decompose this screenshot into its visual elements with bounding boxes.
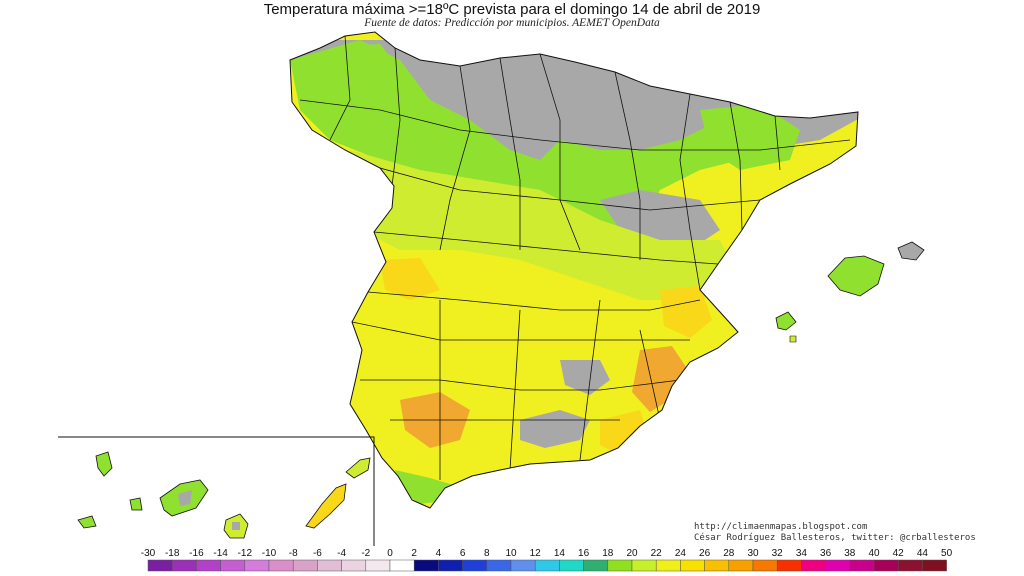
- legend-swatch: [728, 559, 754, 572]
- legend-swatch: [873, 559, 899, 572]
- legend-tick-label: 0: [387, 548, 393, 559]
- legend-swatch: [438, 559, 463, 572]
- balearic-islands: [775, 241, 925, 343]
- legend-swatch: [655, 559, 681, 572]
- legend-tick-label: -8: [289, 548, 298, 559]
- legend-tick-label: 14: [554, 548, 566, 559]
- legend-swatch: [776, 559, 802, 572]
- map-title: Temperatura máxima >=18ºC prevista para …: [263, 1, 761, 18]
- legend-tick-label: 26: [699, 548, 711, 559]
- legend-swatch: [317, 559, 342, 572]
- legend-tick-label: 50: [941, 548, 953, 559]
- legend-tick-label: 20: [626, 548, 638, 559]
- credit-author: César Rodríguez Ballesteros, twitter: @c…: [694, 533, 976, 543]
- legend-tick-label: 2: [411, 548, 417, 559]
- legend-swatch: [510, 559, 536, 572]
- legend-tick-label: -14: [213, 548, 228, 559]
- legend-tick-label: -2: [361, 548, 370, 559]
- legend-swatch: [849, 559, 875, 572]
- legend-swatch: [147, 559, 173, 572]
- legend-tick-label: 38: [844, 548, 856, 559]
- legend-tick-label: 10: [505, 548, 517, 559]
- legend-swatch: [922, 559, 947, 572]
- legend-swatch: [268, 559, 294, 572]
- legend-tick-label: -12: [238, 548, 253, 559]
- legend-tick-label: -6: [313, 548, 322, 559]
- legend-tick-label: 30: [747, 548, 759, 559]
- canary-islands: [77, 451, 371, 539]
- legend-swatch: [196, 559, 221, 572]
- legend-swatch: [559, 559, 584, 572]
- legend-tick-label: 12: [530, 548, 542, 559]
- legend-swatch: [365, 559, 391, 572]
- legend-tick-label: 4: [436, 548, 442, 559]
- legend-tick-label: 18: [602, 548, 614, 559]
- canary-inset-frame: [58, 436, 375, 546]
- legend-tick-label: 8: [484, 548, 490, 559]
- legend-swatch: [607, 559, 633, 572]
- legend-tick-label: 42: [893, 548, 905, 559]
- legend-tick-label: 16: [578, 548, 590, 559]
- legend-swatch: [171, 559, 197, 572]
- legend-swatch: [825, 559, 851, 572]
- legend-swatch: [220, 559, 246, 572]
- legend-tick-label: 22: [651, 548, 663, 559]
- legend-swatch: [486, 559, 512, 572]
- legend-tick-label: -30: [141, 548, 156, 559]
- legend-tick-label: 6: [460, 548, 466, 559]
- legend-swatch: [244, 559, 270, 572]
- legend-swatch: [583, 559, 609, 572]
- legend-swatch: [462, 559, 488, 572]
- legend-swatch: [292, 559, 318, 572]
- map-subtitle: Fuente de datos: Predicción por municipi…: [364, 17, 660, 29]
- legend-swatch: [534, 559, 560, 572]
- legend-tick-label: 24: [675, 548, 687, 559]
- legend-swatch: [631, 559, 657, 572]
- legend-swatch: [897, 559, 923, 572]
- legend-swatch: [704, 559, 730, 572]
- legend-tick-label: -18: [165, 548, 180, 559]
- credit-url: http://climaenmapas.blogspot.com: [694, 522, 868, 532]
- legend-swatch: [413, 559, 439, 572]
- legend-swatch: [341, 559, 367, 572]
- legend-tick-label: 34: [796, 548, 808, 559]
- legend-tick-label: 32: [772, 548, 784, 559]
- legend-tick-label: -16: [189, 548, 204, 559]
- legend-swatch: [801, 559, 826, 572]
- legend-tick-label: 28: [723, 548, 735, 559]
- legend-swatch: [752, 559, 778, 572]
- legend-tick-label: -10: [262, 548, 277, 559]
- legend-tick-label: 40: [868, 548, 880, 559]
- legend-tick-label: 36: [820, 548, 832, 559]
- legend-tick-label: 44: [917, 548, 929, 559]
- legend-swatch: [680, 559, 705, 572]
- legend-tick-label: -4: [337, 548, 346, 559]
- legend-swatch: [389, 559, 415, 572]
